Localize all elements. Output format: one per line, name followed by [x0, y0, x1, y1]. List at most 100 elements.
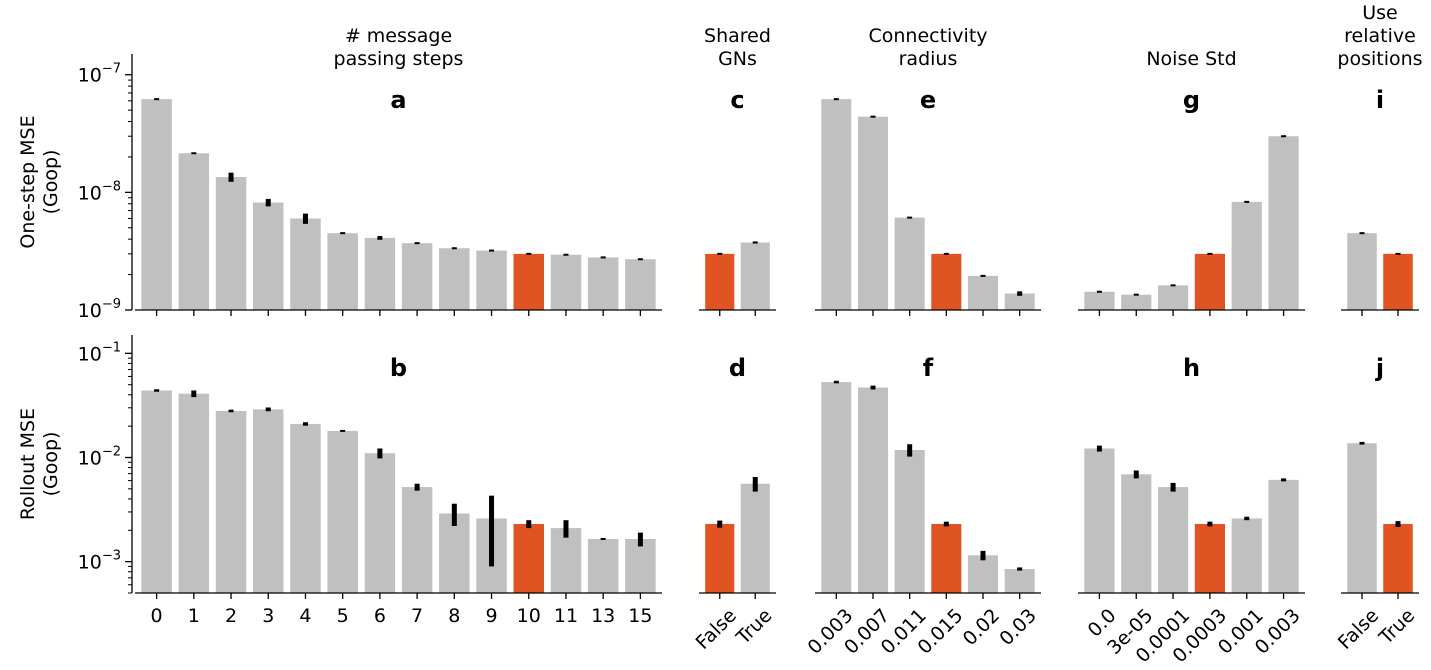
error-bar-c-1 [752, 241, 758, 244]
x-tick-label: 11 [554, 605, 578, 627]
bar-g-5 [1268, 136, 1299, 310]
panel-title: Shared GNs [704, 25, 771, 70]
error-bar-a-5 [340, 232, 346, 235]
x-tick-label: 5 [337, 605, 349, 627]
bar-f-1 [857, 387, 889, 593]
x-tick-label: 15 [628, 605, 652, 627]
panel-title: Use relative positions [1337, 2, 1422, 70]
error-bar-b-12 [600, 537, 606, 540]
bar-j-0 [1347, 443, 1377, 593]
bar-e-4 [967, 275, 999, 310]
bar-f-0 [821, 382, 852, 593]
error-bar-f-5 [1017, 567, 1023, 571]
bar-e-5 [1004, 293, 1035, 310]
error-bar-b-7 [414, 483, 420, 491]
bar-f-5 [1004, 568, 1035, 593]
error-bar-h-2 [1170, 482, 1176, 492]
error-bar-j-0 [1359, 441, 1365, 445]
bar-h-1 [1121, 474, 1152, 593]
error-bar-e-4 [980, 274, 986, 277]
error-bar-a-11 [563, 253, 569, 256]
bar-a-13 [625, 259, 656, 310]
bar-a-8 [439, 248, 470, 310]
x-tick-label: 0 [151, 605, 163, 627]
panel-letter-g: g [1183, 86, 1200, 114]
x-tick-label: 1 [188, 605, 200, 627]
error-bar-b-8 [451, 503, 457, 526]
error-bar-e-0 [833, 98, 839, 101]
x-tick-label: 6 [374, 605, 386, 627]
error-bar-h-1 [1133, 470, 1139, 479]
error-bar-b-0 [154, 389, 160, 392]
error-bar-a-13 [637, 258, 643, 261]
error-bar-i-0 [1359, 232, 1365, 235]
error-bar-b-3 [265, 407, 271, 412]
y-tick-label: 10−7 [78, 62, 121, 87]
error-bar-a-0 [154, 98, 160, 101]
y-tick-label: 10−8 [78, 179, 121, 204]
bar-b-2 [215, 410, 247, 593]
error-bar-g-2 [1170, 284, 1176, 287]
error-bar-g-1 [1133, 293, 1139, 296]
bar-g-4 [1231, 201, 1262, 310]
error-bar-g-0 [1096, 290, 1102, 293]
error-bar-f-0 [833, 380, 839, 384]
error-bar-a-2 [228, 172, 234, 182]
panel-letter-d: d [729, 354, 746, 382]
bar-h-0 [1084, 448, 1115, 593]
error-bar-b-4 [302, 422, 308, 426]
bar-b-5 [327, 430, 358, 593]
bar-b-4 [290, 423, 321, 593]
bar-c-0 [705, 253, 735, 310]
error-bar-f-2 [907, 444, 913, 457]
bar-a-5 [327, 233, 358, 310]
panel-letter-b: b [390, 354, 407, 382]
bar-g-0 [1084, 291, 1115, 310]
x-tick-label: False [692, 605, 741, 654]
panel-title: Connectivity radius [868, 25, 987, 70]
panel-letter-c: c [730, 86, 744, 114]
bar-h-2 [1157, 487, 1189, 593]
error-bar-a-8 [451, 247, 457, 250]
panel-letter-f: f [923, 354, 934, 382]
bar-g-1 [1121, 294, 1152, 310]
x-tick-label: 4 [299, 605, 311, 627]
x-tick-label: 3 [262, 605, 274, 627]
panel-letter-h: h [1183, 354, 1200, 382]
bar-g-2 [1157, 285, 1189, 310]
x-tick-label: 0.03 [995, 605, 1040, 650]
error-bar-g-4 [1244, 200, 1250, 203]
bar-e-1 [857, 116, 889, 310]
bar-e-0 [821, 99, 852, 310]
x-tick-label: 2 [225, 605, 237, 627]
error-bar-a-6 [377, 236, 383, 240]
bar-e-3 [931, 253, 962, 310]
bar-a-2 [215, 177, 247, 310]
error-bar-b-9 [489, 495, 495, 567]
error-bar-b-2 [228, 409, 234, 413]
x-tick-label: 0.02 [959, 605, 1004, 650]
bar-b-0 [141, 390, 172, 593]
bar-i-1 [1383, 253, 1413, 310]
panel-letter-j: j [1375, 354, 1384, 382]
bar-d-1 [740, 483, 770, 593]
x-tick-label: True [732, 605, 777, 650]
bar-a-0 [141, 99, 172, 310]
bar-e-2 [894, 217, 925, 310]
bar-a-6 [364, 237, 396, 310]
error-bar-f-4 [980, 550, 986, 561]
bar-a-3 [252, 202, 284, 310]
error-bar-g-5 [1281, 135, 1287, 138]
x-tick-label: 13 [591, 605, 615, 627]
y-axis-label: Rollout MSE(Goop) [17, 408, 62, 520]
error-bar-b-11 [563, 520, 569, 538]
error-bar-e-2 [907, 216, 913, 219]
error-bar-h-0 [1096, 445, 1102, 452]
error-bar-j-1 [1395, 521, 1401, 528]
error-bar-h-3 [1207, 521, 1213, 527]
error-bar-a-1 [191, 152, 197, 155]
bar-h-3 [1194, 523, 1226, 593]
x-tick-label: 10 [517, 605, 541, 627]
error-bar-a-9 [489, 249, 495, 252]
y-tick-label: 10−9 [78, 297, 121, 322]
